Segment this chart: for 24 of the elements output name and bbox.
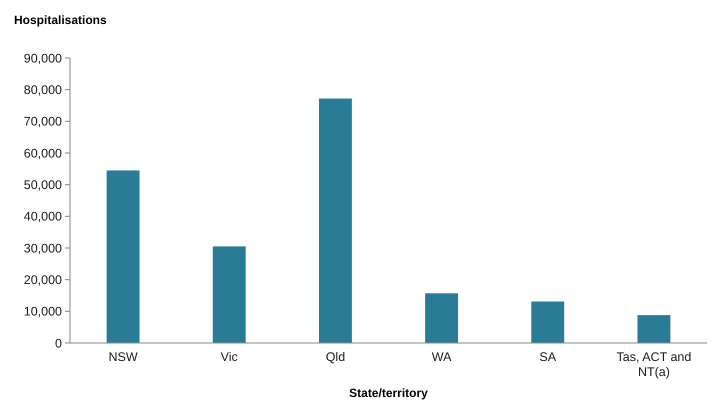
x-tick-label: Tas, ACT and NT(a)	[616, 350, 692, 379]
y-axis-title: Hospitalisations	[14, 13, 108, 27]
y-tick-label: 40,000	[24, 210, 62, 224]
bar	[637, 315, 670, 343]
y-tick-label: 30,000	[24, 241, 62, 256]
bar	[318, 98, 352, 343]
x-tick-label: Vic	[220, 350, 238, 364]
x-axis-title: State/territory	[349, 386, 428, 400]
y-tick-label: 10,000	[24, 304, 62, 319]
y-tick-label: 90,000	[24, 51, 62, 66]
x-tick-label: SA	[539, 350, 557, 364]
y-tick-label: 0	[55, 336, 62, 350]
y-tick-label: 70,000	[24, 114, 62, 129]
x-tick-label: NSW	[108, 350, 138, 364]
bar	[212, 246, 246, 343]
y-tick-label: 50,000	[24, 178, 62, 192]
y-tick-label: 20,000	[24, 273, 62, 288]
bar	[531, 302, 564, 343]
y-tick-label: 60,000	[24, 146, 62, 160]
x-tick-label: WA	[432, 350, 452, 364]
x-tick-label: Qld	[326, 350, 346, 364]
bar	[106, 170, 140, 343]
y-tick-label: 80,000	[24, 83, 62, 98]
bar	[425, 293, 458, 343]
